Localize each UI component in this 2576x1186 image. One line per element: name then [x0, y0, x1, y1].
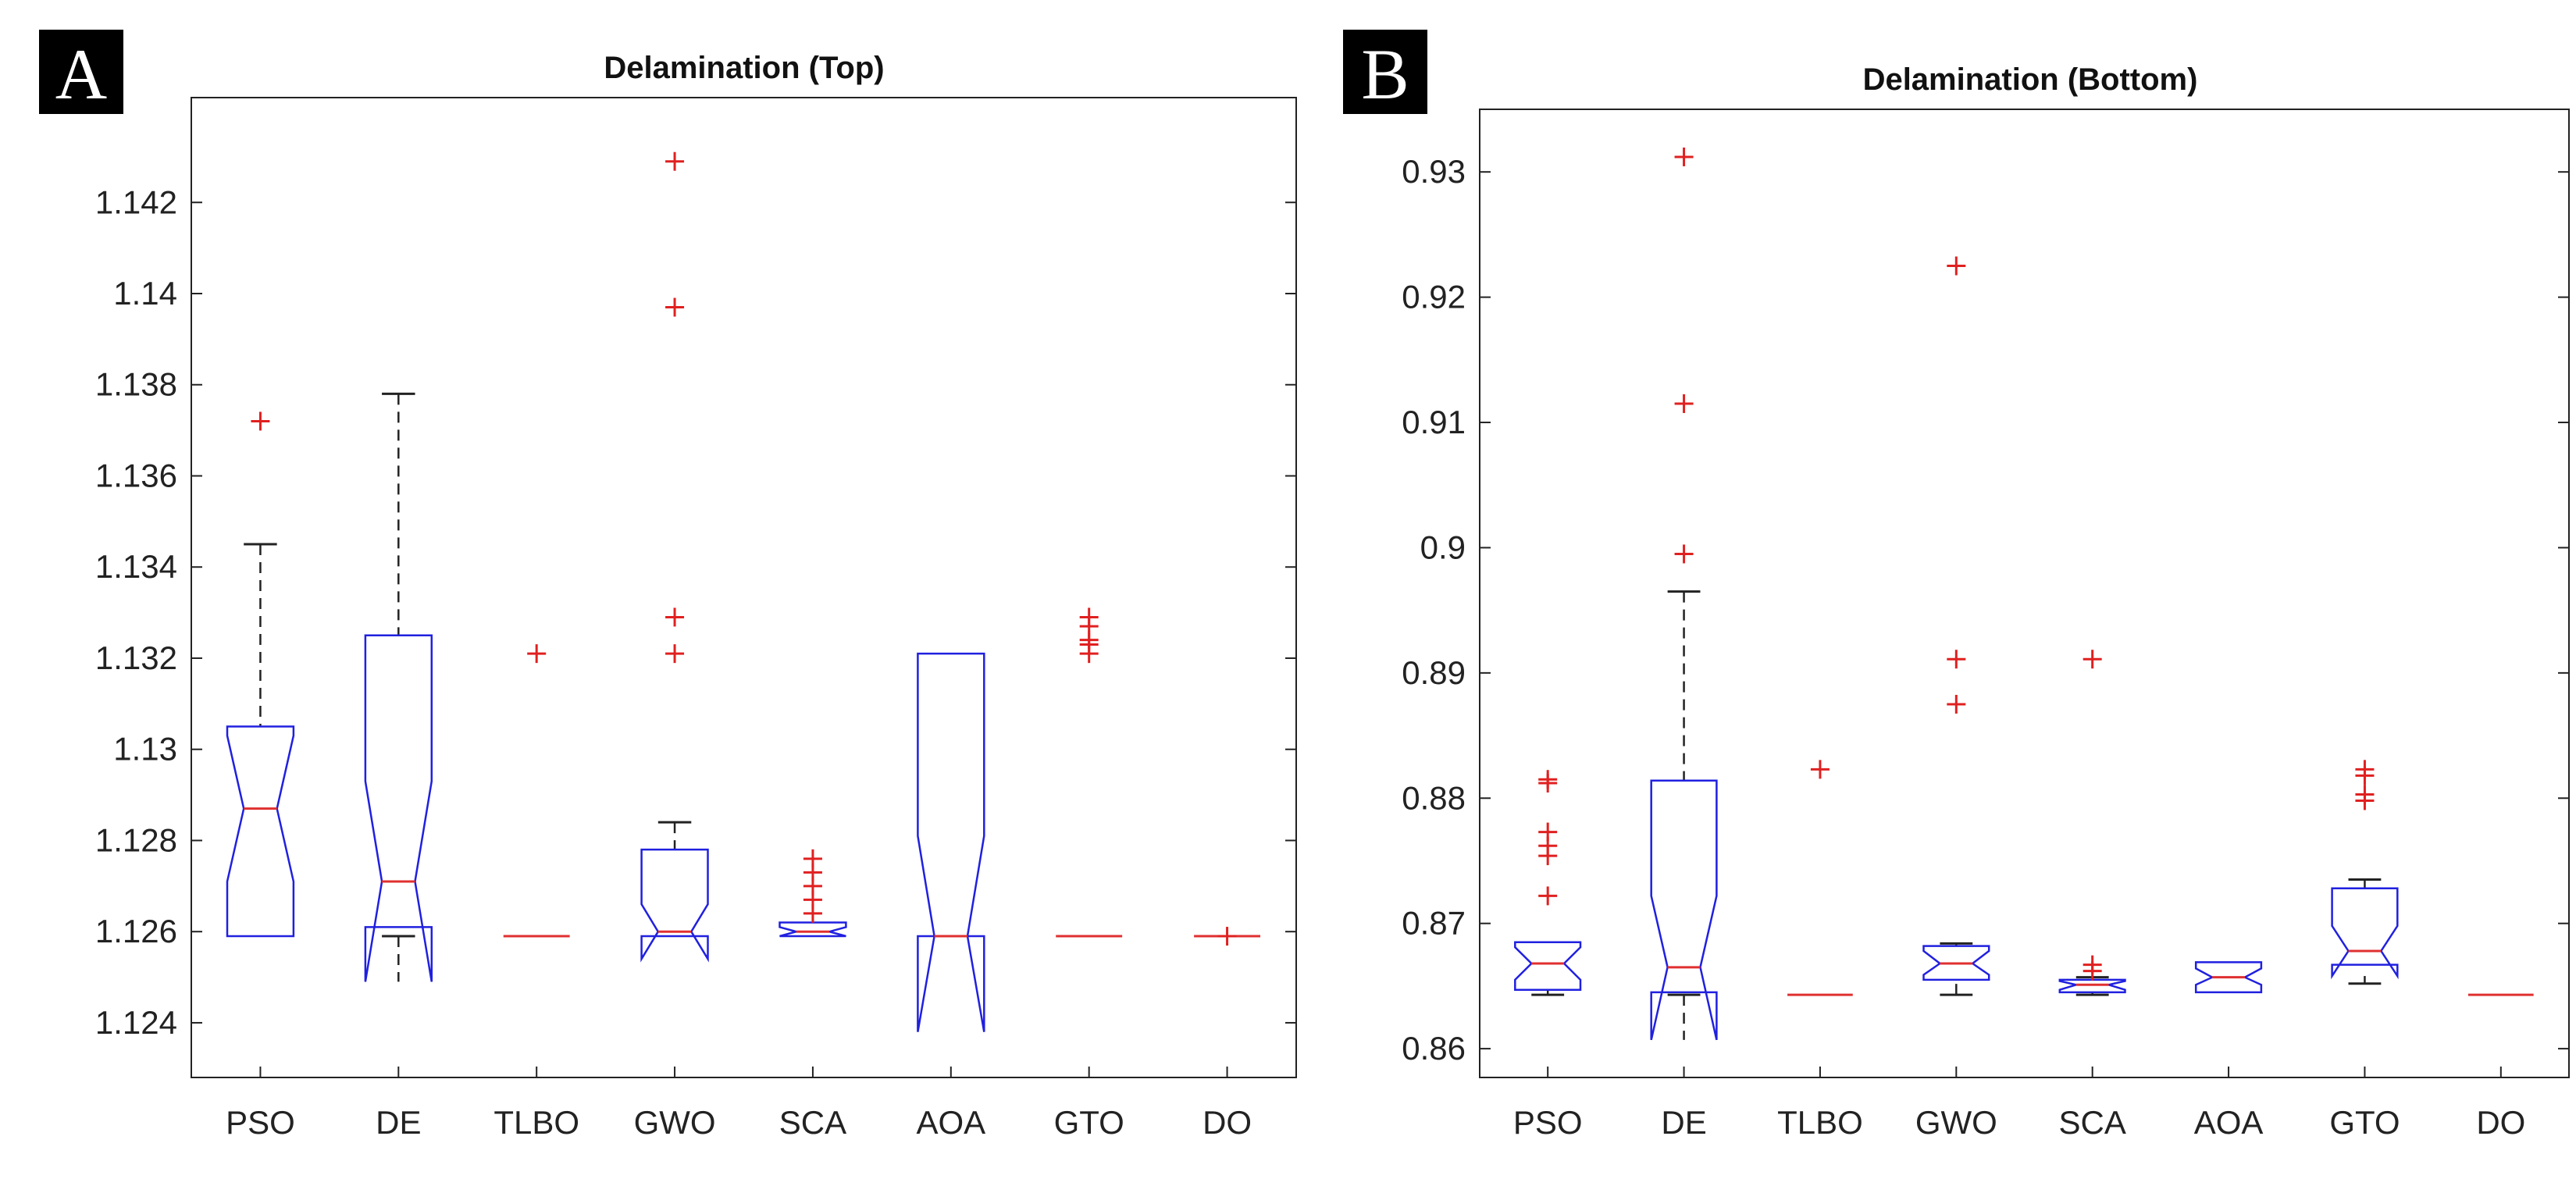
panel-b-xtick-label: SCA — [2059, 1104, 2126, 1141]
panel-b-ytick-label: 0.9 — [1420, 529, 1466, 565]
panel-a-box-gwo-outlier — [665, 297, 685, 317]
panel-b-box-de-outlier — [1674, 394, 1694, 413]
panel-b-title: Delamination (Bottom) — [1863, 62, 2198, 97]
panel-a-box-gwo-outlier — [665, 151, 685, 171]
panel-a-title: Delamination (Top) — [604, 51, 884, 85]
panel-a-box-gwo-outlier — [665, 644, 685, 664]
panel-b-ytick-label: 0.87 — [1402, 905, 1466, 942]
panel-a-ytick-label: 1.124 — [95, 1004, 177, 1041]
panel-a-box-do-outlier — [1217, 927, 1237, 946]
panel-a-box-gwo — [640, 848, 709, 963]
panel-a-content: 1.124 1.126 1.128 1.13 1.132 1.134 1.136 1.138 1… — [95, 151, 1296, 1141]
panel-b-ytick-label: 0.86 — [1402, 1030, 1466, 1067]
panel-b-label: B — [1361, 34, 1409, 114]
panel-a-xtick-label: TLBO — [493, 1104, 579, 1141]
panel-a-box-pso — [226, 725, 295, 938]
panel-a-ytick-label: 1.13 — [113, 731, 177, 768]
panel-a-ytick-label: 1.134 — [95, 548, 177, 585]
panel-b-box-gwo-outlier — [1947, 694, 1966, 714]
panel-a-box-aoa — [917, 652, 985, 1032]
panel-a-plot-frame — [191, 97, 1297, 1078]
panel-b-xtick-label: PSO — [1513, 1104, 1583, 1141]
panel-a-ytick-label: 1.132 — [95, 639, 177, 676]
panel-b-ytick-label: 0.91 — [1402, 404, 1466, 440]
panel-a-xtick-label: DE — [376, 1104, 421, 1141]
panel-b-box-sca-outlier — [2083, 955, 2102, 974]
panel-a-ytick-label: 1.126 — [95, 913, 177, 949]
panel-b-xtick-label: GWO — [1915, 1104, 1997, 1141]
panel-b-box-sca-outlier — [2083, 650, 2102, 669]
panel-b-box-gto-outlier — [2355, 785, 2375, 804]
panel-a-ytick-label: 1.138 — [95, 366, 177, 403]
panel-b-box-sca — [2058, 978, 2126, 994]
panel-b-xtick-label: GTO — [2329, 1104, 2400, 1141]
panel-a-label: A — [55, 34, 107, 114]
panel-a-box-gwo-outlier — [665, 607, 685, 627]
panel-a-ytick-label: 1.14 — [113, 275, 177, 312]
panel-b-box-aoa — [2194, 961, 2263, 994]
panel-b-xtick-label: DE — [1661, 1104, 1706, 1141]
panel-a-ytick-label: 1.142 — [95, 183, 177, 220]
panel-a-box-gto-outlier — [1079, 607, 1099, 627]
panel-b-box-gwo — [1922, 945, 1990, 981]
panel-b-xtick-label: DO — [2476, 1104, 2525, 1141]
panel-b-box-gto — [2331, 887, 2399, 980]
panel-b-label-bg — [1343, 30, 1427, 114]
panel-a-xtick-label: SCA — [779, 1104, 846, 1141]
panel-b-box-gwo-outlier — [1947, 256, 1966, 276]
panel-a-box-de — [364, 634, 433, 982]
panel-a-xtick-label: GTO — [1054, 1104, 1124, 1141]
panel-a-box-sca-outlier — [803, 849, 822, 868]
panel-b-box-pso-outlier — [1538, 886, 1558, 906]
panel-b-xtick-label: AOA — [2194, 1104, 2264, 1141]
panel-b-box-gto-outlier — [2355, 760, 2375, 779]
panel-a-xtick-label: PSO — [226, 1104, 295, 1141]
panel-a-label-bg — [39, 30, 123, 114]
panel-b-box-de — [1650, 779, 1718, 1041]
panel-b-box-gwo-outlier — [1947, 650, 1966, 669]
panel-b-ytick-label: 0.89 — [1402, 654, 1466, 691]
panel-a-box-sca — [779, 921, 847, 938]
panel-b-ytick-label: 0.92 — [1402, 279, 1466, 315]
panel-b-box-de-outlier — [1674, 544, 1694, 564]
panel-b-content: 0.86 0.87 0.88 0.89 0.9 0.91 0.92 0.93 PSO DE TLBO… — [1402, 147, 2569, 1141]
panel-b-box-pso-outlier — [1538, 822, 1558, 842]
panel-a: A Delamination (Top) 1.124 1.126 1.128 1.13… — [39, 30, 1297, 1141]
panel-b-ytick-label: 0.88 — [1402, 779, 1466, 816]
panel-a-ytick-label: 1.136 — [95, 457, 177, 493]
panel-a-xtick-label: GWO — [634, 1104, 716, 1141]
panel-b-box-pso — [1514, 941, 1582, 991]
panel-b: B Delamination (Bottom) 0.86 0.87 0.88 0.89… — [1343, 30, 2570, 1141]
panel-b-plot-frame — [1479, 109, 2570, 1078]
panel-b-xtick-label: TLBO — [1777, 1104, 1863, 1141]
panel-b-box-tlbo-outlier — [1810, 760, 1830, 779]
panel-a-box-tlbo-outlier — [527, 644, 547, 664]
panel-b-box-pso-outlier — [1538, 770, 1558, 789]
panel-a-xtick-label: AOA — [916, 1104, 985, 1141]
panel-b-ytick-label: 0.93 — [1402, 153, 1466, 190]
panel-b-box-de-outlier — [1674, 147, 1694, 166]
panel-a-xtick-label: DO — [1202, 1104, 1252, 1141]
panel-a-box-pso-outlier — [251, 411, 270, 431]
panel-a-ytick-label: 1.128 — [95, 821, 177, 858]
